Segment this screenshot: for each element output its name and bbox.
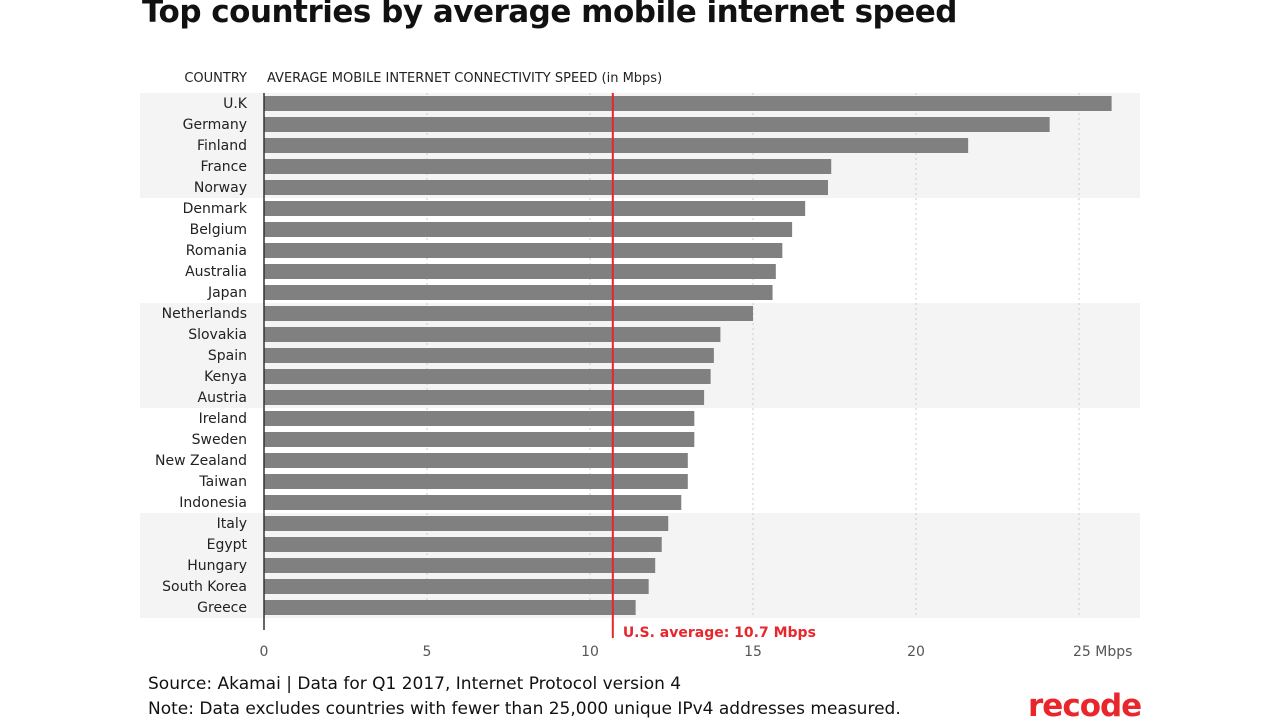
bar-japan bbox=[264, 285, 773, 300]
x-tick-label: 25 Mbps bbox=[1073, 644, 1132, 660]
bar-spain bbox=[264, 348, 714, 363]
bar-norway bbox=[264, 180, 828, 195]
bar-slovakia bbox=[264, 327, 721, 342]
category-label: France bbox=[200, 159, 247, 175]
category-label: New Zealand bbox=[155, 453, 247, 469]
source-note: Source: Akamai | Data for Q1 2017, Inter… bbox=[148, 674, 682, 694]
category-label: Italy bbox=[217, 516, 247, 532]
bar-italy bbox=[264, 516, 669, 531]
bar-ireland bbox=[264, 411, 695, 426]
category-label: Denmark bbox=[183, 201, 248, 217]
bar-greece bbox=[264, 600, 636, 615]
category-label: Greece bbox=[197, 600, 247, 616]
category-label: Romania bbox=[186, 243, 247, 259]
category-label: Kenya bbox=[204, 369, 247, 385]
category-label: South Korea bbox=[162, 579, 247, 595]
data-note: Note: Data excludes countries with fewer… bbox=[148, 699, 901, 719]
bar-taiwan bbox=[264, 474, 688, 489]
bar-australia bbox=[264, 264, 776, 279]
category-label: Japan bbox=[207, 285, 247, 301]
category-label: Taiwan bbox=[198, 474, 247, 490]
category-axis-header: COUNTRY bbox=[184, 71, 247, 86]
bar-egypt bbox=[264, 537, 662, 552]
bar-romania bbox=[264, 243, 783, 258]
category-label: Belgium bbox=[190, 222, 247, 238]
bar-austria bbox=[264, 390, 705, 405]
bar-u-k bbox=[264, 96, 1112, 111]
bar-belgium bbox=[264, 222, 793, 237]
category-label: Hungary bbox=[187, 558, 247, 574]
category-label: Australia bbox=[185, 264, 247, 280]
bar-hungary bbox=[264, 558, 656, 573]
category-label: Indonesia bbox=[179, 495, 247, 511]
bar-germany bbox=[264, 117, 1050, 132]
bar-chart: COUNTRY AVERAGE MOBILE INTERNET CONNECTI… bbox=[140, 71, 1140, 660]
bar-indonesia bbox=[264, 495, 682, 510]
x-tick-label: 20 bbox=[907, 644, 925, 660]
bar-new-zealand bbox=[264, 453, 688, 468]
category-label: Sweden bbox=[192, 432, 247, 448]
us-average-label: U.S. average: 10.7 Mbps bbox=[623, 625, 816, 641]
value-axis-header: AVERAGE MOBILE INTERNET CONNECTIVITY SPE… bbox=[267, 71, 662, 86]
x-tick-label: 5 bbox=[423, 644, 432, 660]
category-label: Netherlands bbox=[162, 306, 247, 322]
recode-logo: recode bbox=[1028, 688, 1142, 724]
category-label: Slovakia bbox=[188, 327, 247, 343]
category-label: Norway bbox=[194, 180, 247, 196]
x-tick-label: 0 bbox=[260, 644, 269, 660]
x-tick-label: 10 bbox=[581, 644, 599, 660]
bar-finland bbox=[264, 138, 969, 153]
bar-netherlands bbox=[264, 306, 753, 321]
x-tick-label: 15 bbox=[744, 644, 762, 660]
chart-title: Top countries by average mobile internet… bbox=[142, 0, 957, 30]
category-label: Germany bbox=[183, 117, 247, 133]
bar-kenya bbox=[264, 369, 711, 384]
bar-denmark bbox=[264, 201, 806, 216]
category-label: Spain bbox=[208, 348, 247, 364]
category-label: Austria bbox=[198, 390, 247, 406]
category-label: Ireland bbox=[199, 411, 247, 427]
bar-south-korea bbox=[264, 579, 649, 594]
category-label: Egypt bbox=[207, 537, 248, 553]
category-label: U.K bbox=[223, 96, 248, 112]
bar-france bbox=[264, 159, 832, 174]
bar-sweden bbox=[264, 432, 695, 447]
category-label: Finland bbox=[197, 138, 247, 154]
